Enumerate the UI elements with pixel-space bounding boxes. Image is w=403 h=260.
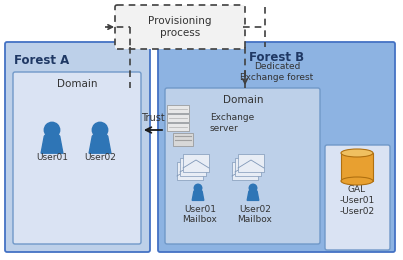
Text: User01: User01 [36,153,68,162]
Bar [341,153,373,181]
FancyBboxPatch shape [232,162,258,180]
FancyBboxPatch shape [183,154,209,172]
Text: Provisioning
process: Provisioning process [148,16,212,38]
Bar [167,123,189,131]
Text: Forest B: Forest B [249,51,305,64]
FancyBboxPatch shape [115,5,245,49]
Circle shape [91,122,108,138]
FancyBboxPatch shape [165,88,320,244]
FancyBboxPatch shape [177,162,203,180]
Text: Forest A: Forest A [14,54,69,67]
Text: User02: User02 [84,153,116,162]
Text: User01
Mailbox: User01 Mailbox [183,205,218,224]
Text: Domain: Domain [57,79,97,89]
Circle shape [193,184,202,192]
Circle shape [249,184,258,192]
Text: GAL
-User01
-User02: GAL -User01 -User02 [339,185,375,216]
Ellipse shape [341,177,373,185]
FancyBboxPatch shape [158,42,395,252]
Ellipse shape [341,149,373,157]
Text: Domain: Domain [223,95,263,105]
Polygon shape [41,134,63,153]
Text: User02
Mailbox: User02 Mailbox [237,205,272,224]
Text: Trust: Trust [141,113,165,123]
Text: Exchange
server: Exchange server [210,113,254,133]
Bar [173,133,193,146]
FancyBboxPatch shape [235,158,261,176]
Polygon shape [247,190,259,200]
FancyBboxPatch shape [325,145,390,250]
Polygon shape [192,190,204,200]
FancyBboxPatch shape [13,72,141,244]
Circle shape [44,122,60,138]
FancyBboxPatch shape [238,154,264,172]
Text: Dedicated
Exchange forest: Dedicated Exchange forest [240,62,314,82]
FancyBboxPatch shape [180,158,206,176]
Bar [167,114,189,122]
Bar [167,105,189,113]
FancyBboxPatch shape [5,42,150,252]
Polygon shape [89,134,111,153]
